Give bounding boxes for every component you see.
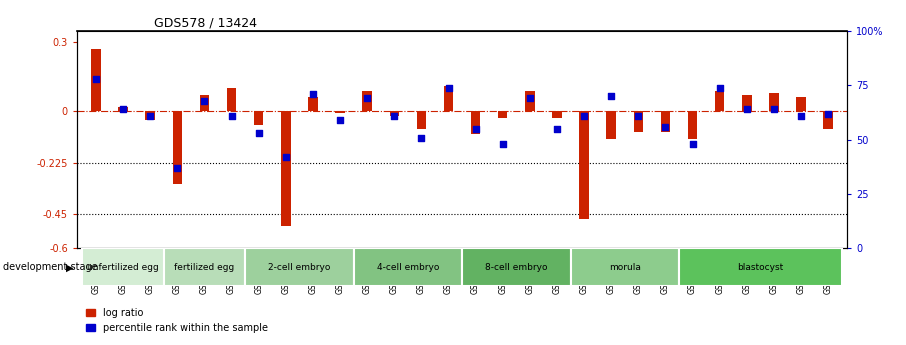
Bar	[353, 248, 462, 286]
Point	[739, 107, 754, 112]
Text: GDS578 / 13424: GDS578 / 13424	[154, 17, 257, 30]
Bar	[462, 248, 571, 286]
Point	[225, 113, 239, 119]
Point	[387, 113, 401, 119]
Point	[766, 107, 781, 112]
Bar	[824, 111, 833, 129]
Bar	[796, 97, 805, 111]
Bar	[164, 248, 246, 286]
Bar	[146, 111, 155, 120]
Bar	[742, 95, 751, 111]
Point	[631, 113, 646, 119]
Point	[333, 117, 347, 123]
Bar	[246, 248, 353, 286]
Bar	[525, 90, 535, 111]
Point	[658, 124, 672, 129]
Point	[468, 126, 483, 132]
Text: 4-cell embryo: 4-cell embryo	[377, 263, 439, 272]
Bar	[417, 111, 426, 129]
Bar	[335, 111, 345, 114]
Point	[685, 141, 699, 147]
Bar	[688, 111, 698, 139]
Point	[198, 98, 212, 104]
Text: 2-cell embryo: 2-cell embryo	[268, 263, 331, 272]
Text: morula: morula	[609, 263, 641, 272]
Point	[577, 113, 592, 119]
Bar	[660, 111, 670, 132]
Point	[550, 126, 564, 132]
Bar	[498, 111, 507, 118]
Legend: log ratio, percentile rank within the sample: log ratio, percentile rank within the sa…	[82, 304, 272, 337]
Bar	[769, 93, 778, 111]
Point	[360, 96, 374, 101]
Bar	[254, 111, 264, 125]
Bar	[553, 111, 562, 118]
Point	[414, 135, 429, 140]
Bar	[606, 111, 616, 139]
Point	[252, 130, 266, 136]
Point	[604, 93, 619, 99]
Bar	[82, 248, 164, 286]
Point	[116, 107, 130, 112]
Text: blastocyst: blastocyst	[737, 263, 784, 272]
Point	[170, 165, 185, 171]
Point	[441, 85, 456, 90]
Bar	[199, 95, 209, 111]
Bar	[226, 88, 236, 111]
Bar	[92, 49, 101, 111]
Bar	[390, 111, 399, 116]
Bar	[571, 248, 679, 286]
Point	[89, 76, 103, 82]
Bar	[281, 111, 291, 226]
Bar	[679, 248, 842, 286]
Text: unfertilized egg: unfertilized egg	[87, 263, 159, 272]
Point	[523, 96, 537, 101]
Point	[143, 113, 158, 119]
Text: fertilized egg: fertilized egg	[174, 263, 235, 272]
Text: development stage: development stage	[3, 263, 97, 272]
Bar	[633, 111, 643, 132]
Bar	[119, 107, 128, 111]
Point	[305, 91, 320, 97]
Bar	[471, 111, 480, 134]
Bar	[444, 86, 453, 111]
Bar	[579, 111, 589, 219]
Point	[712, 85, 727, 90]
Bar	[308, 97, 318, 111]
Bar	[715, 90, 725, 111]
Text: ▶: ▶	[66, 263, 73, 272]
Bar	[173, 111, 182, 184]
Point	[496, 141, 510, 147]
Point	[821, 111, 835, 116]
Point	[278, 154, 293, 160]
Point	[794, 113, 808, 119]
Bar	[362, 90, 371, 111]
Text: 8-cell embryo: 8-cell embryo	[485, 263, 547, 272]
